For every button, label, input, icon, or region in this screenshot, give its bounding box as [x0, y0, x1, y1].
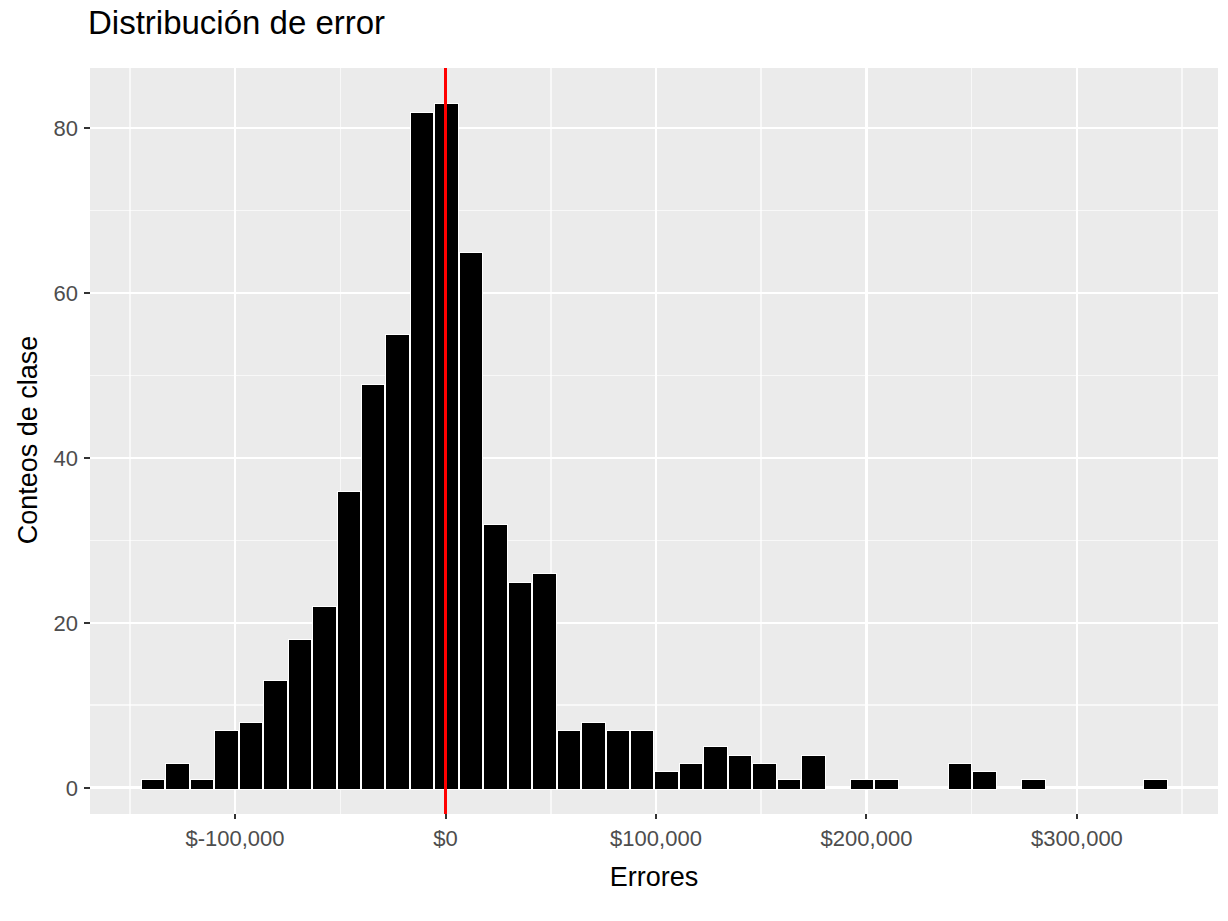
y-gridline-major	[90, 457, 1218, 460]
x-gridline-minor	[760, 68, 762, 814]
histogram-bar	[141, 779, 165, 789]
zero-error-line	[444, 68, 447, 814]
x-tick-mark	[655, 814, 657, 819]
x-gridline-major	[1076, 68, 1079, 814]
histogram-bar	[288, 639, 312, 789]
x-gridline-major	[655, 68, 658, 814]
histogram-bar	[972, 771, 996, 789]
y-tick-label: 20	[0, 611, 78, 637]
y-tick-label: 40	[0, 446, 78, 472]
histogram-bar	[190, 779, 214, 789]
x-tick-label: $200,000	[821, 826, 913, 852]
histogram-bar	[1021, 779, 1045, 789]
histogram-bar	[703, 746, 727, 789]
histogram-bar	[948, 763, 972, 790]
x-tick-label: $100,000	[610, 826, 702, 852]
histogram-bar	[874, 779, 898, 789]
y-axis-title: Conteos de clase	[13, 336, 44, 545]
histogram-bar	[850, 779, 874, 789]
x-tick-label: $0	[433, 826, 457, 852]
histogram-bar	[312, 606, 336, 789]
histogram-bar	[459, 252, 483, 790]
x-tick-mark	[445, 814, 447, 819]
y-tick-label: 0	[0, 776, 78, 802]
histogram-bar	[263, 680, 287, 789]
x-gridline-major	[865, 68, 868, 814]
y-gridline-major	[90, 292, 1218, 295]
histogram-bar	[777, 779, 801, 789]
histogram-figure: Distribución de error Conteos de clase $…	[0, 0, 1228, 921]
histogram-bar	[532, 573, 556, 789]
histogram-bar	[239, 722, 263, 790]
x-tick-label: $300,000	[1031, 826, 1123, 852]
y-tick-label: 80	[0, 116, 78, 142]
histogram-bar	[165, 763, 189, 790]
histogram-bar	[679, 763, 703, 790]
histogram-bar	[801, 755, 825, 790]
x-gridline-major	[234, 68, 237, 814]
x-gridline-minor	[129, 68, 131, 814]
x-axis-title: Errores	[90, 862, 1218, 893]
y-tick-mark	[84, 127, 90, 129]
histogram-bar	[581, 722, 605, 790]
y-tick-label: 60	[0, 281, 78, 307]
chart-title: Distribución de error	[88, 4, 385, 42]
histogram-bar	[606, 730, 630, 790]
y-gridline-major	[90, 622, 1218, 625]
histogram-bar	[630, 730, 654, 790]
x-tick-mark	[1076, 814, 1078, 819]
histogram-bar	[557, 730, 581, 790]
y-gridline-major	[90, 127, 1218, 130]
histogram-bar	[508, 582, 532, 790]
histogram-bar	[385, 334, 409, 789]
y-tick-mark	[84, 787, 90, 789]
histogram-bar	[483, 524, 507, 790]
histogram-bar	[728, 755, 752, 790]
y-tick-mark	[84, 622, 90, 624]
histogram-bar	[1143, 779, 1167, 789]
histogram-bar	[337, 491, 361, 790]
x-tick-label: $-100,000	[185, 826, 284, 852]
histogram-bar	[752, 763, 776, 790]
plot-panel	[90, 68, 1218, 814]
x-tick-mark	[865, 814, 867, 819]
y-tick-mark	[84, 292, 90, 294]
x-tick-mark	[234, 814, 236, 819]
histogram-bar	[361, 384, 385, 790]
histogram-bar	[654, 771, 678, 789]
x-gridline-minor	[1181, 68, 1183, 814]
histogram-bar	[410, 112, 434, 790]
histogram-bar	[214, 730, 238, 790]
y-tick-mark	[84, 457, 90, 459]
x-gridline-minor	[971, 68, 973, 814]
